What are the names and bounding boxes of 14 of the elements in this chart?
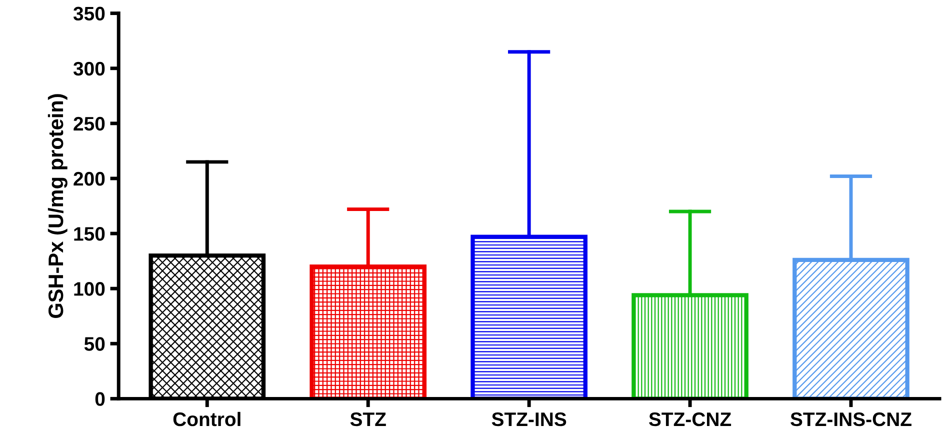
x-tick-label: Control: [173, 412, 240, 426]
y-tick-label: 150: [74, 226, 105, 241]
y-tick-label: 100: [74, 282, 105, 296]
x-tick-label: STZ-INS: [492, 412, 566, 426]
y-tick-label: 300: [73, 62, 105, 76]
x-tick-label: STZ-INS-CNZ: [790, 412, 912, 426]
y-tick-label: 350: [73, 6, 105, 21]
y-tick-label: 250: [74, 116, 105, 131]
y-tick-label: 0: [95, 392, 105, 406]
y-axis-title: GSH-Px (U/mg protein): [48, 94, 68, 318]
y-tick-label: 200: [74, 172, 105, 186]
y-tick-label: 50: [84, 337, 105, 351]
x-tick-label: STZ: [350, 412, 386, 426]
x-tick-label: STZ-CNZ: [649, 412, 732, 426]
